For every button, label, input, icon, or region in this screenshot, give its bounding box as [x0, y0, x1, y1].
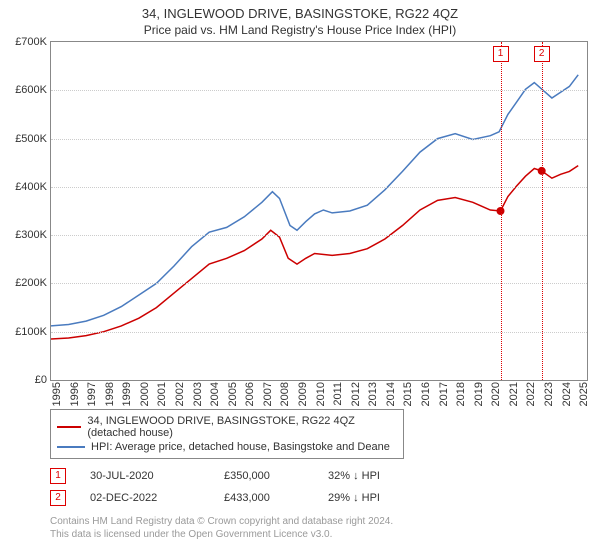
- sale-row: 2 02-DEC-2022 £433,000 29% ↓ HPI: [50, 487, 588, 509]
- x-tick-label: 2003: [192, 382, 204, 406]
- x-tick-label: 2021: [508, 382, 520, 406]
- gridline: [51, 332, 587, 333]
- x-tick-label: 1996: [69, 382, 81, 406]
- x-tick-label: 2012: [350, 382, 362, 406]
- x-tick-label: 2015: [402, 382, 414, 406]
- sale-delta: 29% ↓ HPI: [328, 492, 408, 504]
- x-tick-label: 2016: [420, 382, 432, 406]
- x-tick-label: 2019: [473, 382, 485, 406]
- x-tick-label: 2023: [543, 382, 555, 406]
- chart-svg: [51, 42, 587, 380]
- x-tick-label: 2013: [367, 382, 379, 406]
- legend-row: HPI: Average price, detached house, Basi…: [57, 440, 397, 454]
- x-tick-label: 2011: [332, 382, 344, 406]
- sale-price: £433,000: [224, 492, 304, 504]
- x-tick-label: 1999: [121, 382, 133, 406]
- series-hpi: [51, 75, 578, 326]
- x-tick-label: 2020: [490, 382, 502, 406]
- sales-table: 1 30-JUL-2020 £350,000 32% ↓ HPI 2 02-DEC-202…: [50, 465, 588, 509]
- x-tick-label: 2001: [156, 382, 168, 406]
- x-tick-label: 2009: [297, 382, 309, 406]
- x-tick-label: 2017: [438, 382, 450, 406]
- gridline: [51, 235, 587, 236]
- sale-delta: 32% ↓ HPI: [328, 470, 408, 482]
- gridline: [51, 283, 587, 284]
- footer-line-1: Contains HM Land Registry data © Crown c…: [50, 515, 588, 528]
- x-tick-label: 2022: [525, 382, 537, 406]
- y-tick-label: £500K: [15, 133, 51, 145]
- x-tick-label: 1997: [86, 382, 98, 406]
- x-tick-label: 2006: [244, 382, 256, 406]
- y-tick-label: £600K: [15, 84, 51, 96]
- y-tick-label: £300K: [15, 229, 51, 241]
- x-tick-label: 2007: [262, 382, 274, 406]
- sale-price: £350,000: [224, 470, 304, 482]
- x-tick-label: 2025: [578, 382, 590, 406]
- y-tick-label: £0: [35, 374, 51, 386]
- x-tick-label: 2002: [174, 382, 186, 406]
- gridline: [51, 139, 587, 140]
- gridline: [51, 187, 587, 188]
- sale-callout-line: [501, 42, 502, 380]
- x-tick-label: 2008: [279, 382, 291, 406]
- page-title: 34, INGLEWOOD DRIVE, BASINGSTOKE, RG22 4…: [0, 0, 600, 21]
- sale-row-number: 1: [50, 468, 66, 484]
- x-tick-label: 2014: [385, 382, 397, 406]
- sale-row: 1 30-JUL-2020 £350,000 32% ↓ HPI: [50, 465, 588, 487]
- x-tick-label: 2010: [315, 382, 327, 406]
- legend-swatch: [57, 446, 85, 448]
- footer-line-2: This data is licensed under the Open Gov…: [50, 528, 588, 541]
- x-tick-label: 2004: [209, 382, 221, 406]
- page-subtitle: Price paid vs. HM Land Registry's House …: [0, 21, 600, 41]
- y-tick-label: £400K: [15, 181, 51, 193]
- x-tick-label: 2000: [139, 382, 151, 406]
- y-tick-label: £700K: [15, 36, 51, 48]
- x-tick-label: 2018: [455, 382, 467, 406]
- sale-callout-box: 1: [493, 46, 509, 62]
- legend-row: 34, INGLEWOOD DRIVE, BASINGSTOKE, RG22 4…: [57, 414, 397, 440]
- sale-callout-box: 2: [534, 46, 550, 62]
- legend-label: 34, INGLEWOOD DRIVE, BASINGSTOKE, RG22 4…: [87, 415, 397, 439]
- x-tick-label: 2024: [561, 382, 573, 406]
- y-tick-label: £200K: [15, 277, 51, 289]
- chart-plot-area: £0£100K£200K£300K£400K£500K£600K£700K199…: [50, 41, 588, 381]
- sale-row-number: 2: [50, 490, 66, 506]
- sale-callout-line: [542, 42, 543, 380]
- series-property: [51, 166, 578, 339]
- legend-swatch: [57, 426, 81, 428]
- y-tick-label: £100K: [15, 326, 51, 338]
- x-tick-label: 2005: [227, 382, 239, 406]
- legend-label: HPI: Average price, detached house, Basi…: [91, 441, 390, 453]
- x-tick-label: 1998: [104, 382, 116, 406]
- sale-date: 30-JUL-2020: [90, 470, 200, 482]
- gridline: [51, 90, 587, 91]
- legend: 34, INGLEWOOD DRIVE, BASINGSTOKE, RG22 4…: [50, 409, 404, 459]
- footer-attribution: Contains HM Land Registry data © Crown c…: [50, 515, 588, 541]
- sale-date: 02-DEC-2022: [90, 492, 200, 504]
- x-tick-label: 1995: [51, 382, 63, 406]
